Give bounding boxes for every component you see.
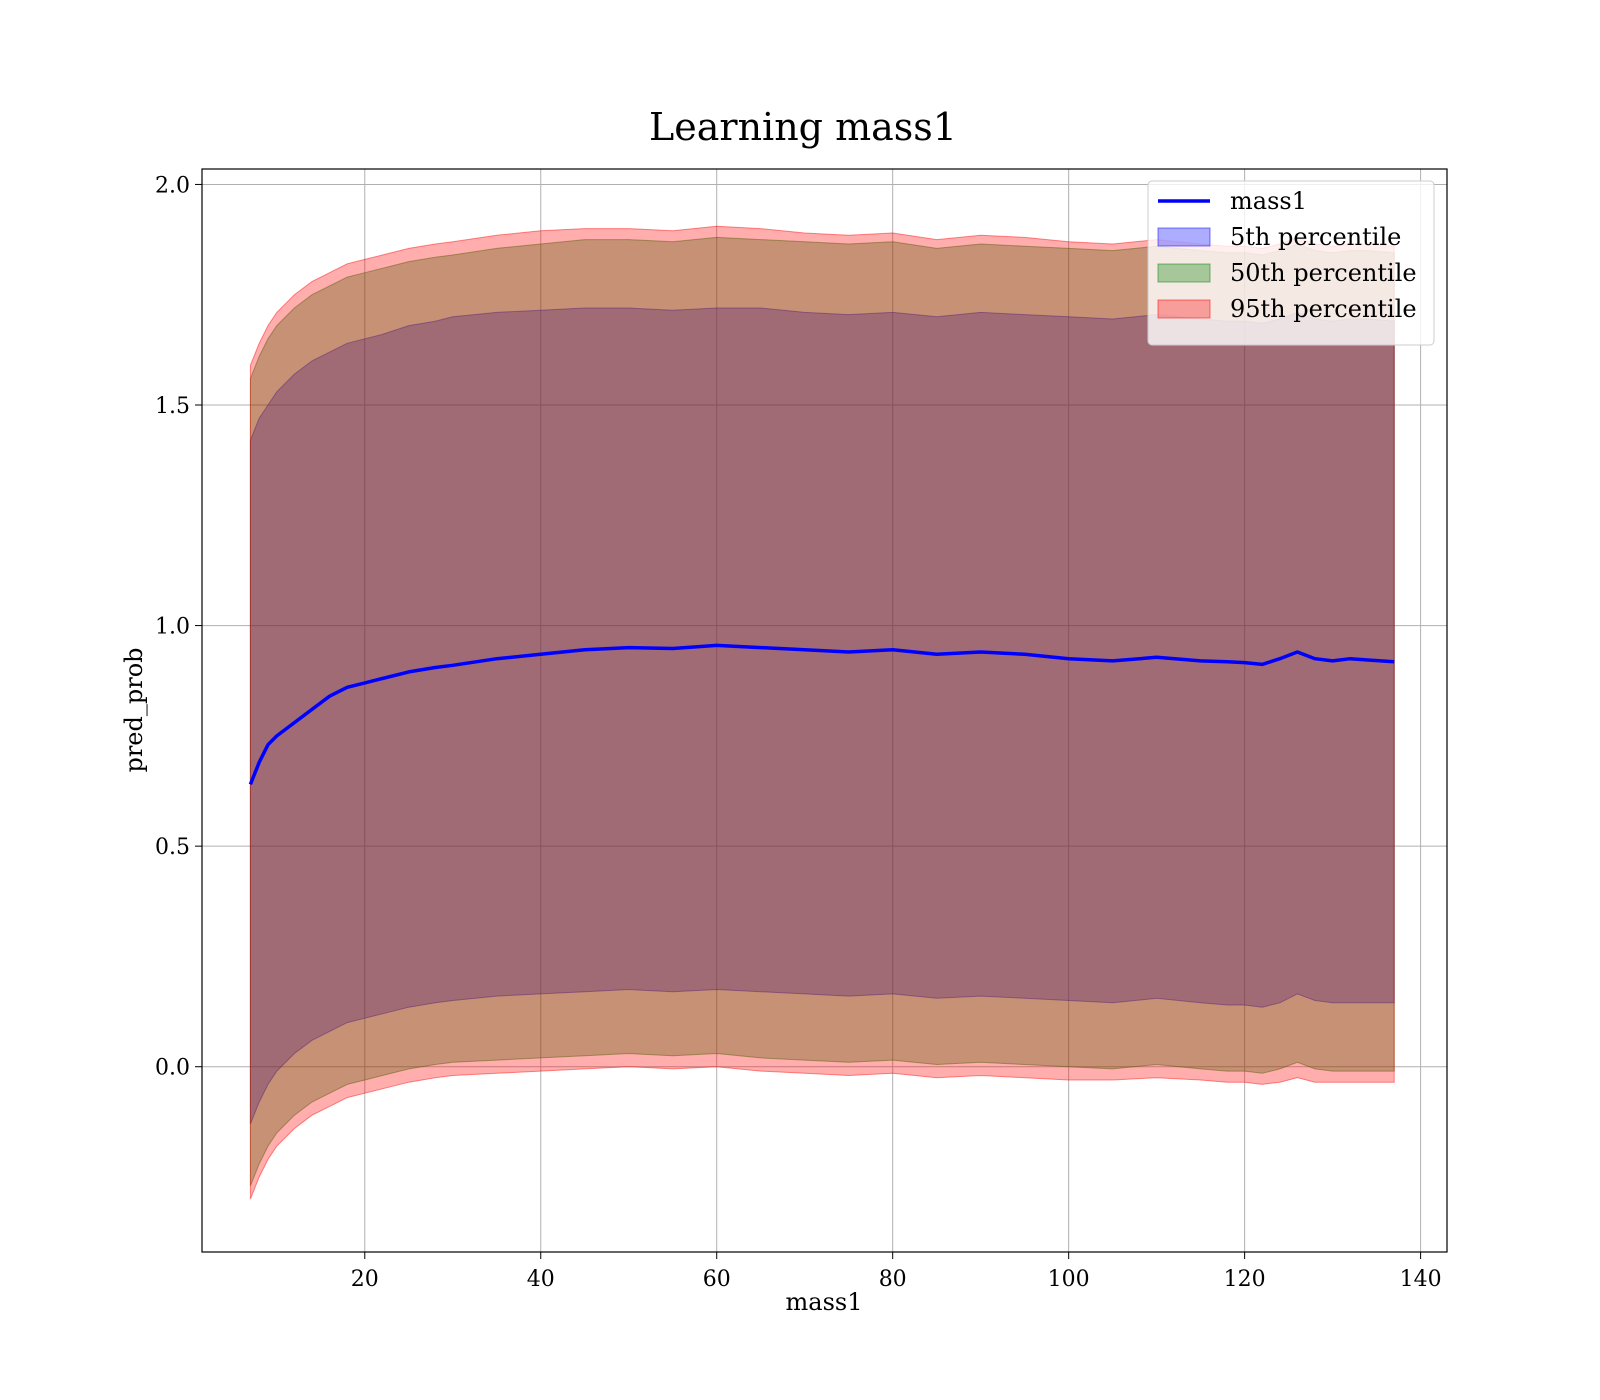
y-tick-label: 1.0 xyxy=(155,615,190,640)
y-tick-label: 0.0 xyxy=(155,1056,190,1081)
y-tick-label: 0.5 xyxy=(155,835,190,860)
legend-label-5th-percentile: 5th percentile xyxy=(1230,223,1401,251)
x-axis-label: mass1 xyxy=(786,1288,863,1316)
legend: mass1 5th percentile 50th percentile 95th p… xyxy=(1147,180,1435,346)
legend-label-95th-percentile: 95th percentile xyxy=(1230,295,1417,323)
x-tick-label: 60 xyxy=(703,1267,731,1292)
x-tick-label: 120 xyxy=(1224,1267,1266,1292)
legend-label-mass1: mass1 xyxy=(1230,187,1307,215)
y-axis-ticks: 0.0 0.5 1.0 1.5 2.0 xyxy=(155,173,202,1081)
x-axis-ticks: 20 40 60 80 100 120 140 xyxy=(351,1252,1442,1292)
y-tick-label: 2.0 xyxy=(155,173,190,198)
chart-title: Learning mass1 xyxy=(649,105,957,149)
legend-swatch-95th-percentile xyxy=(1157,299,1211,319)
legend-box xyxy=(1147,180,1435,346)
percentile-bands xyxy=(249,225,1395,1200)
5th-percentile-band xyxy=(249,307,1395,1125)
x-tick-label: 80 xyxy=(879,1267,907,1292)
x-tick-label: 140 xyxy=(1400,1267,1442,1292)
series-lines xyxy=(248,643,1395,786)
x-tick-label: 40 xyxy=(527,1267,555,1292)
x-tick-label: 100 xyxy=(1048,1267,1090,1292)
legend-swatch-50th-percentile xyxy=(1157,263,1211,283)
y-axis-label: pred_prob xyxy=(120,647,148,772)
x-tick-label: 20 xyxy=(351,1267,379,1292)
y-tick-label: 1.5 xyxy=(155,394,190,419)
plot-frame xyxy=(201,168,1448,1253)
95th-percentile-band xyxy=(249,225,1395,1200)
legend-label-50th-percentile: 50th percentile xyxy=(1230,259,1417,287)
50th-percentile-band xyxy=(249,236,1395,1186)
legend-swatch-5th-percentile xyxy=(1157,227,1211,247)
mass1-line xyxy=(248,643,1395,786)
grid xyxy=(202,169,1447,1252)
